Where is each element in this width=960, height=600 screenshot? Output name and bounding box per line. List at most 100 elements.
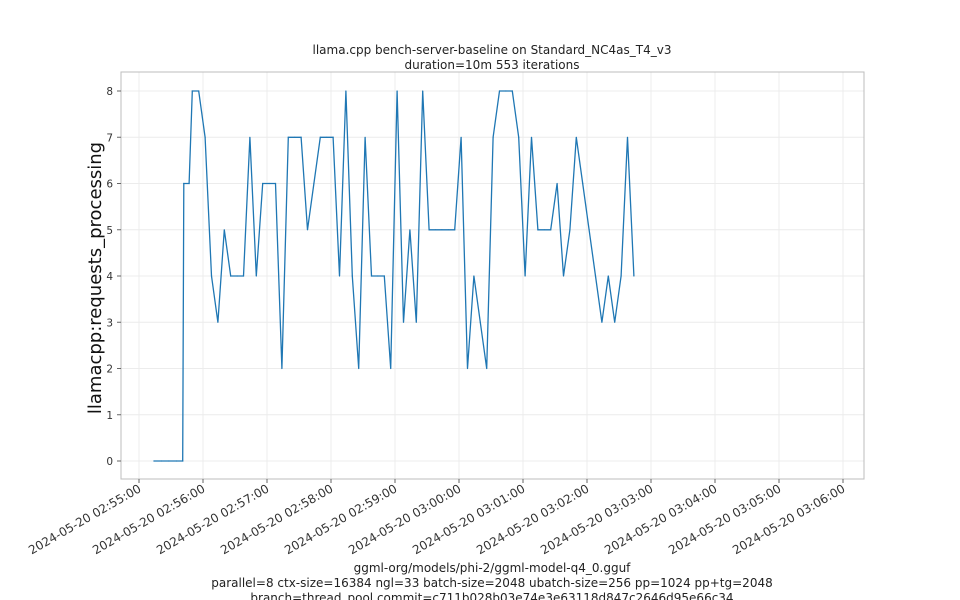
data-point <box>614 321 616 323</box>
data-point <box>182 460 184 462</box>
y-tick-label: 8 <box>106 86 113 98</box>
x-axis-label-params: parallel=8 ctx-size=16384 ngl=33 batch-s… <box>211 576 772 590</box>
data-point <box>230 275 232 277</box>
data-point <box>575 136 577 138</box>
data-point <box>332 136 334 138</box>
data-point <box>562 275 565 277</box>
data-point <box>153 460 155 462</box>
data-point <box>377 275 379 277</box>
x-tick-label: 2024-05-20 02:57:00 <box>154 481 271 557</box>
data-point <box>358 367 360 370</box>
data-point <box>175 460 177 462</box>
data-point <box>242 275 245 277</box>
data-point <box>505 90 507 92</box>
data-point <box>537 229 539 231</box>
data-point <box>601 321 603 323</box>
y-tick-label: 5 <box>106 225 113 237</box>
data-point <box>466 367 469 370</box>
data-point <box>422 90 424 92</box>
data-point <box>383 275 385 277</box>
data-point <box>294 136 296 138</box>
data-point <box>370 275 373 277</box>
y-tick-label: 2 <box>106 364 113 376</box>
data-point <box>473 275 475 277</box>
y-axis: 0 1 2 3 4 5 6 7 8 <box>106 86 121 468</box>
y-tick-label: 7 <box>106 132 113 144</box>
data-point <box>518 136 520 138</box>
x-tick-label: 2024-05-20 02:59:00 <box>282 481 399 557</box>
data-point <box>434 229 437 231</box>
x-tick-label: 2024-05-20 03:04:00 <box>602 481 719 557</box>
data-point <box>319 136 321 138</box>
data-point <box>556 182 558 185</box>
data-point <box>287 136 289 138</box>
x-tick-label: 2024-05-20 03:01:00 <box>410 481 527 557</box>
y-tick-label: 3 <box>106 317 113 329</box>
data-point <box>268 182 270 185</box>
data-point <box>543 229 545 231</box>
data-point <box>396 90 398 92</box>
data-point <box>198 90 200 92</box>
y-tick-label: 4 <box>106 271 113 283</box>
data-point <box>262 182 264 185</box>
data-point <box>210 275 213 277</box>
y-tick-label: 1 <box>106 410 113 422</box>
data-point <box>326 136 328 138</box>
grid-layer <box>121 72 864 479</box>
chart-subtitle: duration=10m 553 iterations <box>405 58 580 72</box>
data-point <box>582 182 584 185</box>
data-point <box>428 229 430 231</box>
data-point <box>168 460 170 462</box>
x-tick-label: 2024-05-20 02:56:00 <box>90 481 207 557</box>
data-point <box>204 136 206 138</box>
data-point <box>313 182 315 185</box>
data-point <box>588 229 590 231</box>
data-point <box>188 182 190 185</box>
data-point <box>550 229 552 231</box>
data-point <box>492 136 494 138</box>
data-point <box>447 229 449 231</box>
data-point <box>524 275 526 277</box>
data-point <box>607 275 609 277</box>
data-point <box>460 136 462 138</box>
data-point <box>620 275 622 277</box>
data-point <box>364 136 366 138</box>
data-point <box>249 136 251 138</box>
x-tick-label: 2024-05-20 03:03:00 <box>538 481 655 557</box>
data-point <box>281 367 283 370</box>
data-point <box>402 321 405 323</box>
x-tick-label: 2024-05-20 03:02:00 <box>474 481 591 557</box>
data-point <box>409 229 411 231</box>
data-point <box>306 229 309 231</box>
data-point <box>633 275 635 277</box>
data-point <box>274 182 277 185</box>
data-point <box>338 275 341 277</box>
data-point <box>351 275 353 277</box>
x-axis-label-branch: branch=thread_pool commit=c711b028b03e74… <box>250 591 733 600</box>
x-tick-label: 2024-05-20 02:55:00 <box>26 481 143 557</box>
y-axis-label: llamacpp:requests_processing <box>85 142 106 414</box>
data-point <box>160 460 162 462</box>
data-point <box>415 321 417 323</box>
data-point <box>183 182 185 185</box>
x-tick-label: 2024-05-20 03:05:00 <box>666 481 783 557</box>
x-tick-label: 2024-05-20 03:06:00 <box>730 481 847 557</box>
y-tick-label: 0 <box>106 456 113 468</box>
data-point <box>486 367 488 370</box>
data-point <box>569 229 571 231</box>
data-point <box>511 90 513 92</box>
x-tick-label: 2024-05-20 03:00:00 <box>346 481 463 557</box>
data-point <box>479 321 481 323</box>
data-point <box>191 90 193 92</box>
data-point <box>255 275 257 277</box>
data-point <box>223 229 225 231</box>
x-axis-label-model: ggml-org/models/phi-2/ggml-model-q4_0.gg… <box>354 561 632 575</box>
data-point <box>626 136 629 138</box>
data-point <box>236 275 238 277</box>
data-point <box>300 136 302 138</box>
y-tick-label: 6 <box>106 179 113 191</box>
x-tick-label: 2024-05-20 02:58:00 <box>218 481 335 557</box>
data-point <box>498 90 501 92</box>
